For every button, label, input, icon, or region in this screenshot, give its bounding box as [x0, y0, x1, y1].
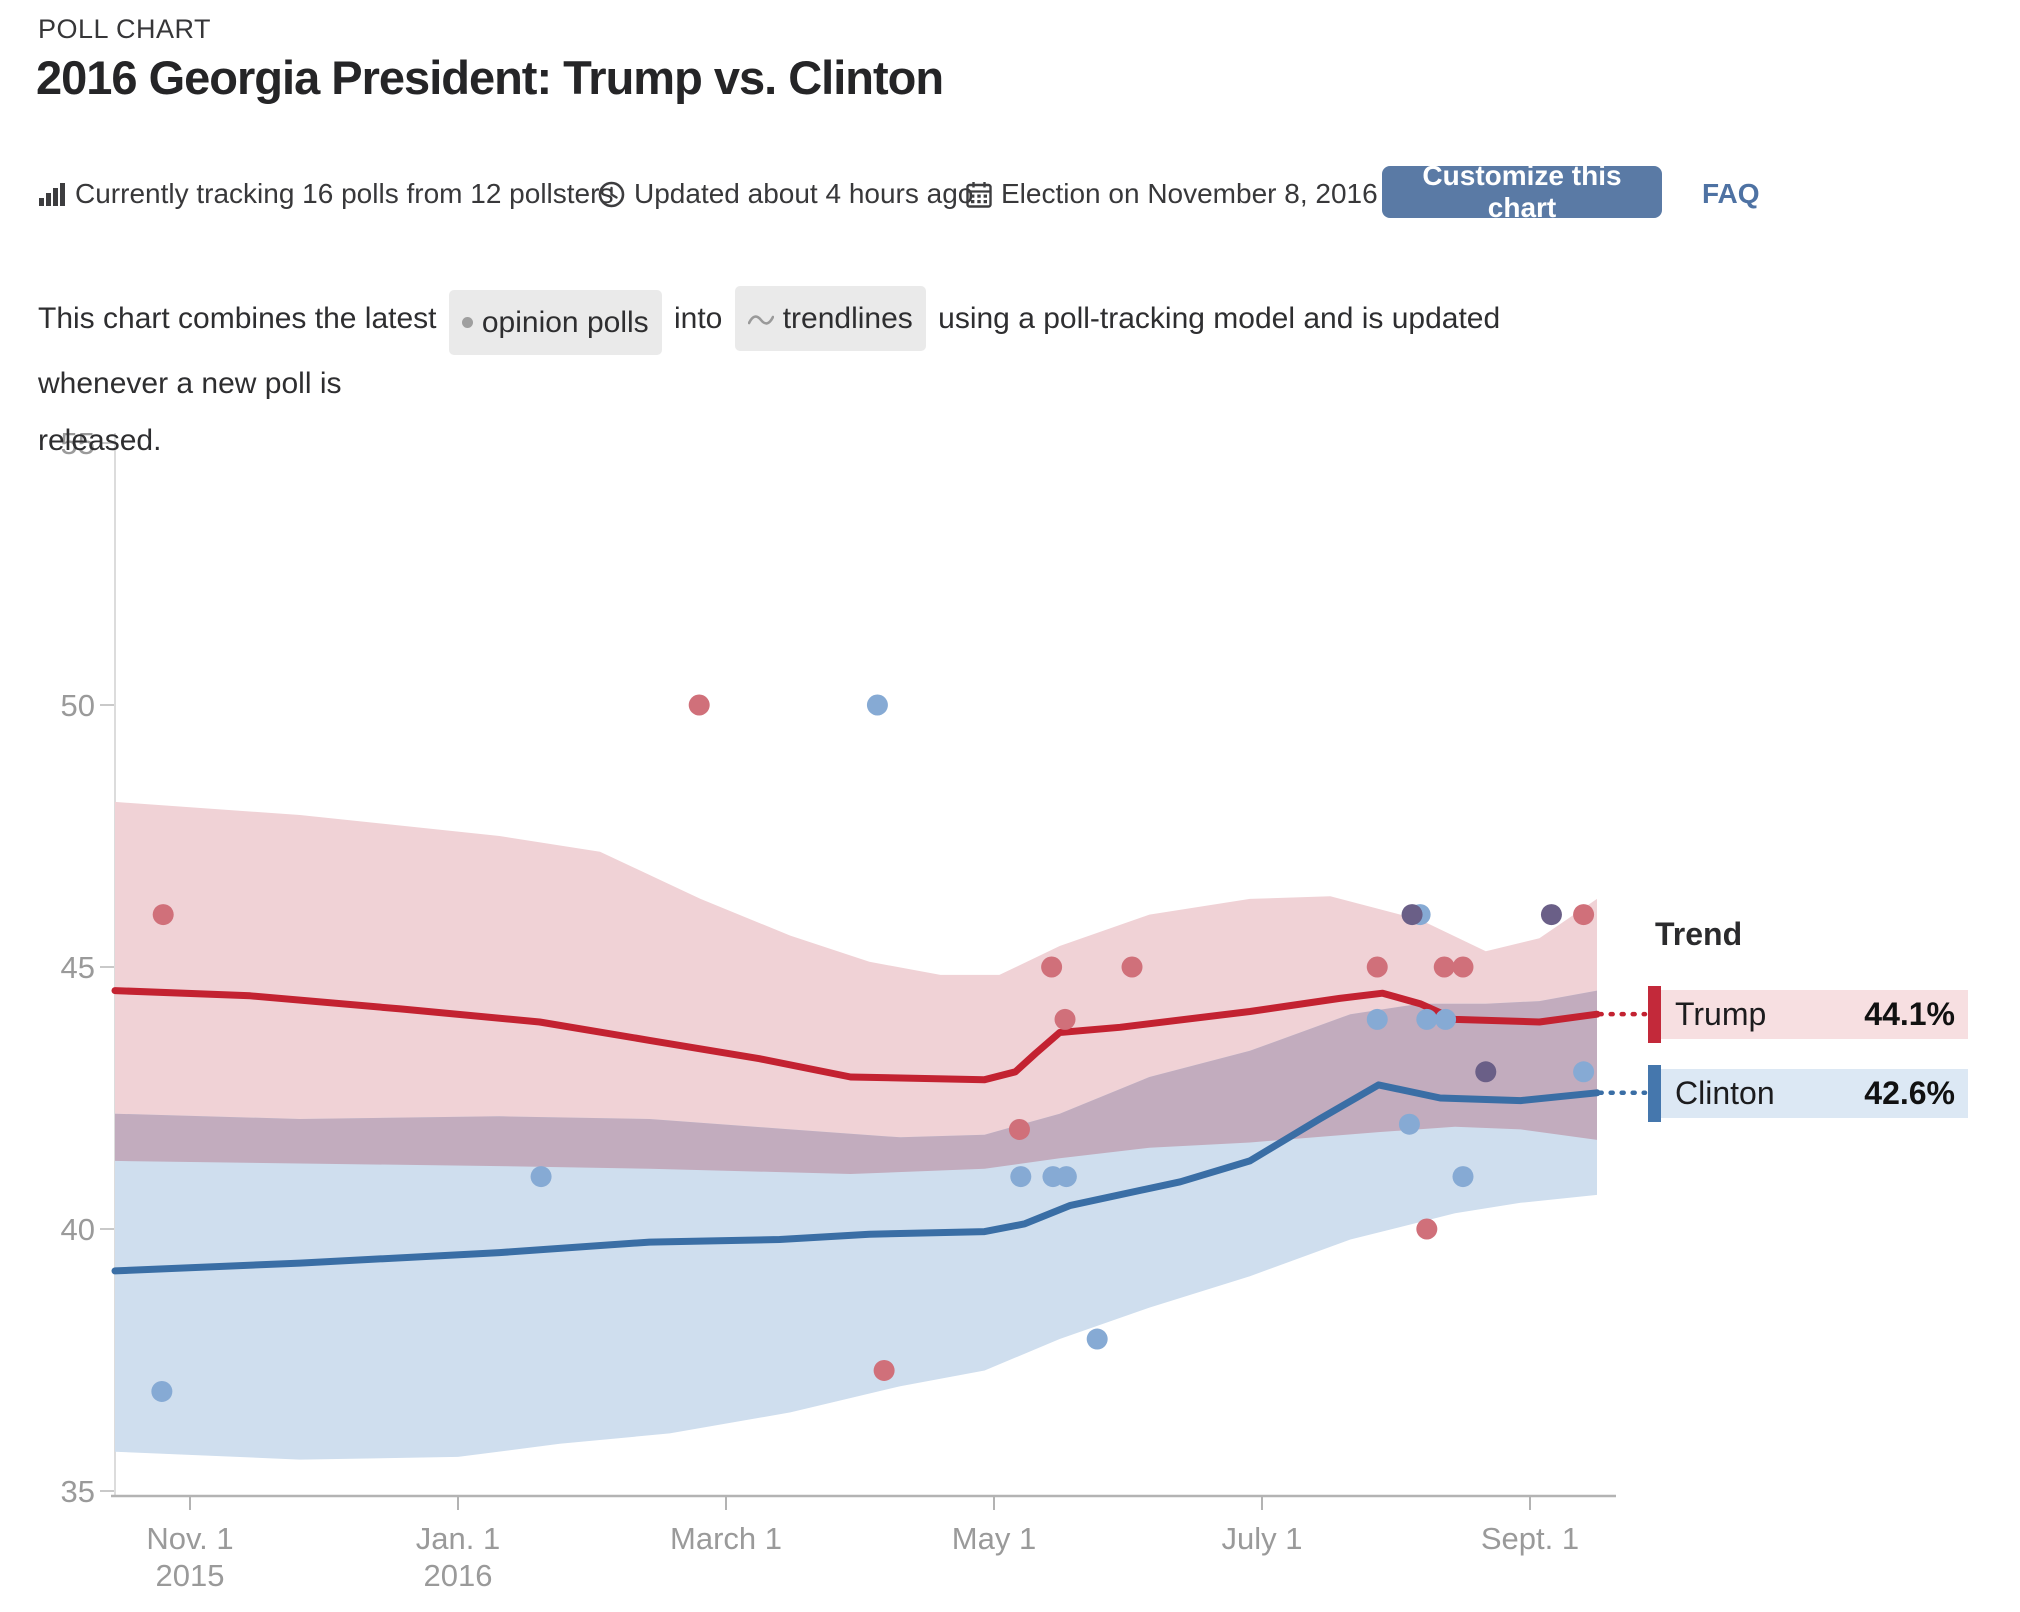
customize-chart-button[interactable]: Customize this chart: [1382, 160, 1662, 223]
trendlines-badge: trendlines: [734, 286, 926, 351]
band-overlap-region: [115, 990, 1597, 1174]
x-tick-label: Sept. 1: [1481, 1521, 1579, 1556]
election-date-text: Election on November 8, 2016: [1001, 178, 1378, 209]
poll-dot-icon: [461, 317, 473, 328]
trump-poll-dot: [873, 1359, 895, 1381]
polls-tracked-text: Currently tracking 16 polls from 12 poll…: [75, 178, 614, 209]
page-title: 2016 Georgia President: Trump vs. Clinto…: [36, 51, 944, 104]
description-middle: into: [674, 302, 723, 335]
faq-link[interactable]: FAQ: [1702, 178, 1760, 209]
updated-text: Updated about 4 hours ago: [634, 178, 974, 209]
overlapping-poll-dot: [1401, 904, 1423, 926]
overlapping-poll-dot: [1540, 904, 1562, 926]
clinton-poll-dot: [151, 1380, 173, 1402]
clinton-poll-dot: [1366, 1008, 1388, 1030]
calendar-icon: [966, 181, 992, 208]
clinton-trend-value: 42.6%: [1864, 1075, 1955, 1111]
y-tick-label: 55: [61, 426, 95, 461]
y-tick-label: 35: [61, 1474, 95, 1509]
trump-poll-dot: [1416, 1218, 1438, 1240]
clinton-poll-dot: [1452, 1166, 1474, 1188]
clinton-poll-dot: [866, 694, 888, 716]
trump-poll-dot: [1573, 904, 1595, 926]
trump-poll-dot: [1433, 956, 1455, 978]
x-tick-label: March 1: [670, 1521, 782, 1556]
y-tick-label: 40: [61, 1212, 95, 1247]
x-tick-label: Jan. 1: [416, 1521, 500, 1556]
chart-description: This chart combines the latest opinion p…: [38, 286, 1558, 469]
x-tick-label: May 1: [952, 1521, 1036, 1556]
trump-poll-dot: [1452, 956, 1474, 978]
trump-poll-dot: [1041, 956, 1063, 978]
y-tick-label: 50: [61, 688, 95, 723]
trump-color-marker: [1648, 986, 1661, 1043]
page-kicker: POLL CHART: [38, 14, 212, 44]
clinton-poll-dot: [1086, 1328, 1108, 1350]
overlapping-poll-dot: [1475, 1061, 1497, 1083]
clinton-trend-line: [111, 1081, 1601, 1275]
x-tick-label: Nov. 1: [146, 1521, 233, 1556]
legend-item-clinton: Clinton 42.6%: [1648, 1065, 1968, 1122]
x-tick-year: 2016: [424, 1558, 493, 1593]
y-tick-label: 45: [61, 950, 95, 985]
trump-legend-label: Trump: [1675, 996, 1767, 1032]
clinton-poll-dot: [1416, 1008, 1438, 1030]
clinton-poll-dot: [530, 1166, 552, 1188]
trendline-squiggle-icon: [747, 290, 775, 347]
clinton-color-marker: [1648, 1065, 1661, 1122]
bar-chart-icon: [38, 181, 66, 207]
election-date-status: Election on November 8, 2016: [966, 178, 1378, 210]
clock-icon: [598, 181, 625, 208]
trump-poll-dot: [1008, 1118, 1030, 1140]
clinton-poll-dot: [1435, 1008, 1457, 1030]
legend-heading: Trend: [1655, 916, 1743, 952]
trump-poll-dot: [688, 694, 710, 716]
description-prefix: This chart combines the latest: [38, 302, 437, 335]
trump-trend-line: [111, 987, 1601, 1084]
x-tick-year: 2015: [156, 1558, 225, 1593]
legend-item-trump: Trump 44.1%: [1648, 986, 1968, 1043]
clinton-poll-dot: [1010, 1166, 1032, 1188]
x-tick-label: July 1: [1222, 1521, 1303, 1556]
opinion-polls-badge-label: opinion polls: [481, 306, 649, 339]
trendlines-badge-label: trendlines: [782, 302, 913, 335]
description-suffix-2: released.: [38, 424, 162, 457]
polls-tracked-status: Currently tracking 16 polls from 12 poll…: [38, 178, 613, 210]
trump-trend-value: 44.1%: [1864, 996, 1955, 1032]
trump-poll-dot: [1366, 956, 1388, 978]
clinton-poll-dot: [1573, 1061, 1595, 1083]
trump-poll-dot: [152, 904, 174, 926]
updated-status: Updated about 4 hours ago: [598, 178, 973, 210]
clinton-poll-dot: [1398, 1113, 1420, 1135]
description-suffix: using a poll-tracking model and is updat…: [38, 302, 1501, 400]
trump-poll-dot: [1054, 1008, 1076, 1030]
clinton-legend-label: Clinton: [1675, 1075, 1775, 1111]
opinion-polls-badge: opinion polls: [448, 290, 662, 355]
trump-poll-dot: [1121, 956, 1143, 978]
clinton-poll-dot: [1055, 1166, 1077, 1188]
